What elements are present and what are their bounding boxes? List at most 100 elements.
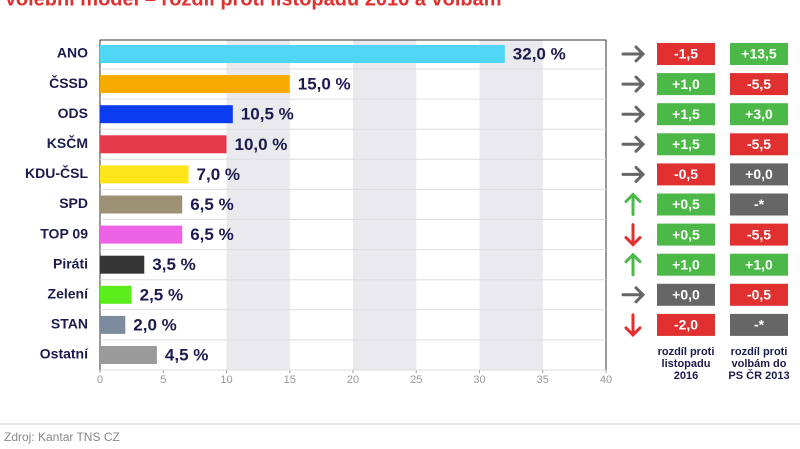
category-label: KSČM [47,134,88,151]
grid-band [226,40,290,370]
bar [100,45,505,63]
arrow [624,252,642,277]
value-label: 2,0 % [133,315,176,334]
diff-box [657,253,715,276]
value-label: 6,5 % [190,225,233,244]
diff-box [657,223,715,246]
diff-value: -5,5 [747,136,771,152]
diff-value: +0,5 [672,196,700,212]
arrow [621,286,646,304]
diff-value: +0,5 [672,226,700,242]
value-label: 6,5 % [190,195,233,214]
diff-box [730,193,788,216]
diff-value: +1,0 [672,76,700,92]
diff-value: -0,5 [747,287,771,303]
x-tick-label: 5 [160,374,166,386]
arrow [621,105,646,123]
category-label: ODS [58,105,88,121]
category-label: Ostatní [40,346,89,362]
diff-value: +1,0 [745,256,773,272]
value-label: 4,5 % [165,345,208,364]
bar [100,105,233,124]
arrow [624,192,642,216]
diff-box [657,103,715,126]
arrow [621,75,646,93]
category-label: Zelení [48,286,90,302]
x-tick-label: 15 [284,374,296,386]
bar [100,285,132,304]
x-tick-label: 35 [537,374,549,386]
grid-band [353,40,417,370]
arrow [624,313,642,338]
trend-arrows [621,45,646,338]
value-label: 2,5 % [140,285,183,304]
bar [100,225,183,244]
column-label: PS ČR 2013 [728,369,789,382]
diff-value: -5,5 [747,76,771,92]
chart-title: Volební model – rozdíl proti listopadu 2… [4,0,502,10]
bar [100,195,183,214]
diff-box [657,283,715,306]
x-tick-label: 20 [347,374,359,386]
category-label: TOP 09 [40,225,88,241]
column-label: volbám do [731,358,786,370]
diff-value: -* [754,317,765,333]
bar [100,255,145,274]
category-label: ANO [57,45,88,61]
diff-box [657,193,715,216]
diff-box [657,133,715,156]
value-label: 15,0 % [298,75,351,94]
x-tick-label: 10 [220,374,232,386]
diff-box [657,313,715,336]
diff-box [657,73,715,96]
arrow [621,165,646,183]
diff-box [730,253,788,276]
bar [100,165,189,184]
value-label: 7,0 % [197,165,240,184]
category-label: Piráti [53,255,88,271]
diff-value: +1,5 [672,136,700,152]
arrow [624,223,642,247]
value-label: 3,5 % [152,255,195,274]
diff-box [730,223,788,246]
column-label: rozdíl proti [658,346,715,358]
diff-value: +1,0 [672,256,700,272]
diff-value: +13,5 [741,46,777,62]
value-label: 32,0 % [513,44,566,63]
value-label: 10,5 % [241,105,294,124]
diff-box [657,163,715,186]
source: Zdroj: Kantar TNS CZ [4,430,120,444]
diff-value: -5,5 [747,226,771,242]
bar [100,315,126,334]
diff-value: -1,5 [674,46,698,62]
diff-box [730,73,788,96]
diff-box [730,133,788,156]
bar [100,75,290,94]
column-label: 2016 [674,370,698,382]
diff-box [657,43,715,65]
bar [100,346,157,364]
diff-value: +0,0 [672,287,700,303]
category-label: KDU-ČSL [25,164,88,181]
x-tick-label: 0 [97,374,103,386]
value-label: 10,0 % [235,135,288,154]
arrow [621,45,646,63]
diff-value: -0,5 [674,166,698,182]
x-tick-label: 40 [600,374,612,386]
diff-value: +0,0 [745,166,773,182]
category-label: SPD [59,195,88,211]
bar [100,135,227,154]
diff-value: +1,5 [672,106,700,122]
grid-band [479,40,543,370]
x-tick-label: 25 [410,374,422,386]
x-tick-label: 30 [473,374,485,386]
diff-box [730,103,788,126]
diff-box [730,163,788,186]
diff-value: -* [754,196,765,212]
diff-box [730,283,788,306]
diff-value: -2,0 [674,317,698,333]
diff-box [730,313,788,336]
diff-value: +3,0 [745,106,773,122]
category-label: STAN [51,316,88,332]
